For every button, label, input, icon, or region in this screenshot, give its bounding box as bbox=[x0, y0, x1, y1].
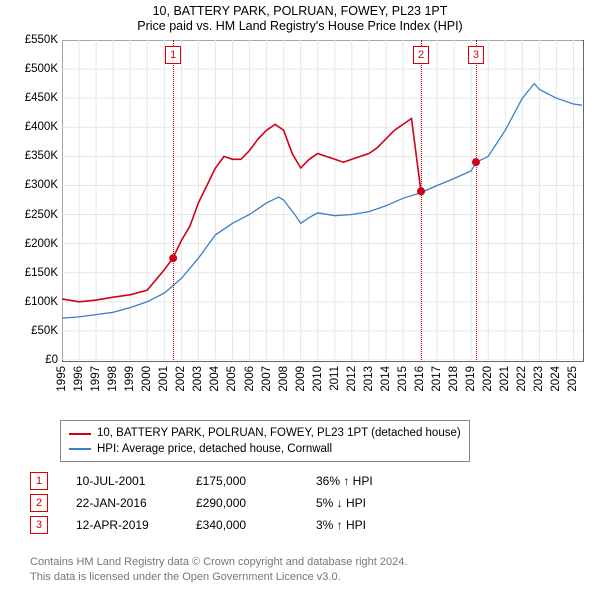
sale-marker-box: 1 bbox=[30, 472, 48, 490]
attribution-line: Contains HM Land Registry data © Crown c… bbox=[30, 555, 407, 569]
x-axis-label: 2007 bbox=[261, 366, 273, 392]
sale-pct: 5% ↓ HPI bbox=[316, 496, 436, 510]
x-axis-label: 2023 bbox=[533, 366, 545, 392]
x-axis-label: 2012 bbox=[346, 366, 358, 392]
sale-date: 22-JAN-2016 bbox=[76, 496, 196, 510]
x-axis-label: 2021 bbox=[499, 366, 511, 392]
x-axis-label: 2010 bbox=[312, 366, 324, 392]
sale-marker-box: 2 bbox=[413, 46, 429, 64]
attribution: Contains HM Land Registry data © Crown c… bbox=[30, 555, 407, 584]
x-axis-label: 2016 bbox=[414, 366, 426, 392]
y-axis-label: £0 bbox=[18, 354, 58, 366]
x-axis-label: 2001 bbox=[158, 366, 170, 392]
x-axis-label: 2017 bbox=[431, 366, 443, 392]
sale-marker-box: 3 bbox=[468, 46, 484, 64]
x-axis-label: 2018 bbox=[448, 366, 460, 392]
sale-date: 12-APR-2019 bbox=[76, 518, 196, 532]
table-row: 1 10-JUL-2001 £175,000 36% ↑ HPI bbox=[30, 470, 436, 492]
x-axis-label: 2020 bbox=[482, 366, 494, 392]
x-axis-label: 2024 bbox=[550, 366, 562, 392]
y-axis-label: £350K bbox=[18, 150, 58, 162]
x-axis-label: 2006 bbox=[244, 366, 256, 392]
sale-price: £290,000 bbox=[196, 496, 316, 510]
attribution-line: This data is licensed under the Open Gov… bbox=[30, 570, 407, 584]
x-axis-label: 1997 bbox=[90, 366, 102, 392]
sale-date: 10-JUL-2001 bbox=[76, 474, 196, 488]
sale-marker-line bbox=[173, 40, 174, 360]
x-axis-label: 1996 bbox=[73, 366, 85, 392]
x-axis-label: 2011 bbox=[329, 366, 341, 391]
x-axis-label: 2009 bbox=[295, 366, 307, 392]
y-axis-label: £150K bbox=[18, 267, 58, 279]
sale-marker-line bbox=[476, 40, 477, 360]
legend-label: HPI: Average price, detached house, Corn… bbox=[97, 442, 332, 458]
x-axis-label: 2005 bbox=[226, 366, 238, 392]
legend-item: HPI: Average price, detached house, Corn… bbox=[69, 442, 461, 458]
x-axis-label: 2008 bbox=[278, 366, 290, 392]
x-axis-label: 2022 bbox=[516, 366, 528, 392]
y-axis-label: £300K bbox=[18, 179, 58, 191]
x-axis-label: 1998 bbox=[107, 366, 119, 392]
sale-pct: 36% ↑ HPI bbox=[316, 474, 436, 488]
legend-label: 10, BATTERY PARK, POLRUAN, FOWEY, PL23 1… bbox=[97, 426, 461, 442]
y-axis-label: £550K bbox=[18, 34, 58, 46]
x-axis-label: 2013 bbox=[363, 366, 375, 392]
sale-price: £340,000 bbox=[196, 518, 316, 532]
x-axis-label: 2003 bbox=[192, 366, 204, 392]
x-axis-label: 2004 bbox=[209, 366, 221, 392]
y-axis-label: £450K bbox=[18, 92, 58, 104]
sale-marker-box: 2 bbox=[30, 494, 48, 512]
sale-price: £175,000 bbox=[196, 474, 316, 488]
legend-item: 10, BATTERY PARK, POLRUAN, FOWEY, PL23 1… bbox=[69, 426, 461, 442]
sale-marker-box: 1 bbox=[165, 46, 181, 64]
x-axis-label: 2015 bbox=[397, 366, 409, 392]
x-axis-label: 2025 bbox=[567, 366, 579, 392]
y-axis-label: £200K bbox=[18, 238, 58, 250]
price-chart: £0 £50K £100K £150K £200K £250K £300K £350K £400… bbox=[10, 40, 590, 410]
y-axis-label: £400K bbox=[18, 121, 58, 133]
sale-marker-box: 3 bbox=[30, 516, 48, 534]
table-row: 2 22-JAN-2016 £290,000 5% ↓ HPI bbox=[30, 492, 436, 514]
x-axis-label: 1999 bbox=[124, 366, 136, 392]
y-axis-label: £500K bbox=[18, 63, 58, 75]
y-axis-label: £50K bbox=[18, 325, 58, 337]
title-line1: 10, BATTERY PARK, POLRUAN, FOWEY, PL23 1… bbox=[0, 4, 600, 18]
x-axis-label: 1995 bbox=[56, 366, 68, 392]
x-axis-label: 2019 bbox=[465, 366, 477, 392]
sale-pct: 3% ↑ HPI bbox=[316, 518, 436, 532]
x-axis-label: 2000 bbox=[141, 366, 153, 392]
chart-legend: 10, BATTERY PARK, POLRUAN, FOWEY, PL23 1… bbox=[60, 420, 470, 462]
y-axis-label: £250K bbox=[18, 209, 58, 221]
x-axis-label: 2014 bbox=[380, 366, 392, 392]
table-row: 3 12-APR-2019 £340,000 3% ↑ HPI bbox=[30, 514, 436, 536]
sales-table: 1 10-JUL-2001 £175,000 36% ↑ HPI 2 22-JA… bbox=[30, 470, 436, 536]
title-line2: Price paid vs. HM Land Registry's House … bbox=[0, 19, 600, 33]
sale-marker-line bbox=[421, 40, 422, 360]
x-axis-label: 2002 bbox=[175, 366, 187, 392]
y-axis-label: £100K bbox=[18, 296, 58, 308]
